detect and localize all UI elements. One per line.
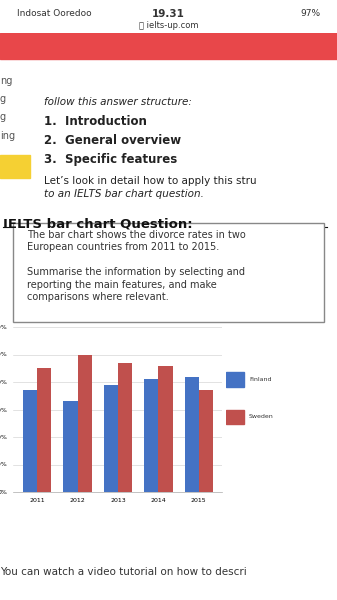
Polygon shape [0,155,30,178]
Text: European countries from 2011 to 2015.: European countries from 2011 to 2015. [27,242,219,252]
Text: 🔒 ielts-up.com: 🔒 ielts-up.com [139,20,198,29]
Bar [226,373,244,387]
Text: You can watch a video tutorial on how to descri: You can watch a video tutorial on how to… [0,568,247,577]
Text: Sweden: Sweden [249,415,274,419]
Bar [226,409,244,424]
Bar [185,377,199,492]
Text: ing: ing [0,131,15,141]
Bar [118,363,132,492]
Bar [104,385,118,492]
Text: The bar chart shows the divorce rates in two: The bar chart shows the divorce rates in… [27,230,246,240]
Text: g: g [0,94,6,104]
Text: Finland: Finland [249,377,272,382]
Text: comparisons where relevant.: comparisons where relevant. [27,292,169,302]
Text: g: g [0,112,6,122]
Text: 2.  General overview: 2. General overview [44,134,181,147]
Bar [199,390,213,492]
Text: 3.  Specific features: 3. Specific features [44,152,177,166]
Text: follow this answer structure:: follow this answer structure: [44,97,192,107]
Bar [78,355,92,492]
Text: 1.  Introduction: 1. Introduction [44,115,147,128]
Text: ng: ng [0,76,12,86]
Text: 97%: 97% [300,9,320,18]
Text: Indosat Ooredoo: Indosat Ooredoo [17,9,91,18]
Bar [63,401,78,492]
Text: to an IELTS bar chart question.: to an IELTS bar chart question. [44,190,204,199]
Bar [37,368,51,492]
Text: 19.31: 19.31 [152,9,185,19]
Text: Divorce rates in Finland and Sweden: Divorce rates in Finland and Sweden [13,336,173,345]
Text: reporting the main features, and make: reporting the main features, and make [27,280,217,290]
FancyBboxPatch shape [13,223,324,322]
Text: Summarise the information by selecting and: Summarise the information by selecting a… [27,267,245,277]
Text: Let’s look in detail how to apply this stru: Let’s look in detail how to apply this s… [44,176,256,186]
Bar [144,379,158,492]
Text: IELTS bar chart Question:: IELTS bar chart Question: [3,217,193,230]
Bar [158,365,173,492]
Bar [0,33,337,59]
Bar [23,390,37,492]
